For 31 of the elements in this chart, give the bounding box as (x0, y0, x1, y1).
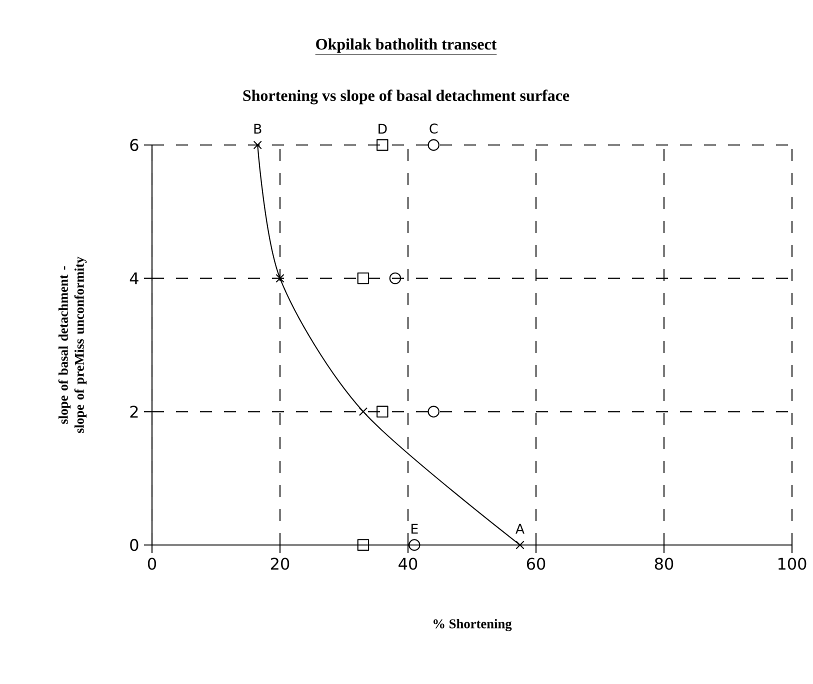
point (408, 539, 420, 551)
y-axis-title: slope of basal detachment - slope of preMiss unconformity (58, 256, 87, 433)
point (516, 540, 524, 550)
annotation: D (378, 124, 387, 134)
point (357, 539, 370, 551)
point (428, 139, 440, 151)
x-axis-title: % Shortening (434, 618, 512, 632)
point (358, 407, 368, 416)
point (376, 406, 388, 418)
point (376, 139, 388, 151)
y-tick-label: 0 (130, 538, 138, 552)
y-tick-label: 2 (130, 406, 138, 418)
point (428, 406, 440, 418)
point (389, 272, 402, 284)
x-tick-label: 60 (526, 558, 546, 570)
x-tick-label: 40 (398, 558, 418, 570)
x-tick-label: 0 (148, 558, 156, 570)
chart-subtitle: Shortening vs slope of basal detachment surface (243, 90, 570, 104)
annotation: E (412, 524, 418, 534)
annotation: B (254, 124, 262, 134)
x-tick-label: 80 (654, 558, 674, 570)
x-tick-label: 20 (270, 558, 290, 570)
annotation: A (516, 524, 524, 534)
x-tick-label: 100 (778, 558, 806, 570)
y-tick-label: 4 (130, 272, 138, 284)
point (253, 140, 262, 150)
point (276, 274, 284, 283)
point (357, 272, 370, 284)
annotation: C (430, 124, 438, 134)
y-tick-label: 6 (130, 138, 138, 152)
chart-title: Okpilak batholith transect (316, 38, 497, 53)
